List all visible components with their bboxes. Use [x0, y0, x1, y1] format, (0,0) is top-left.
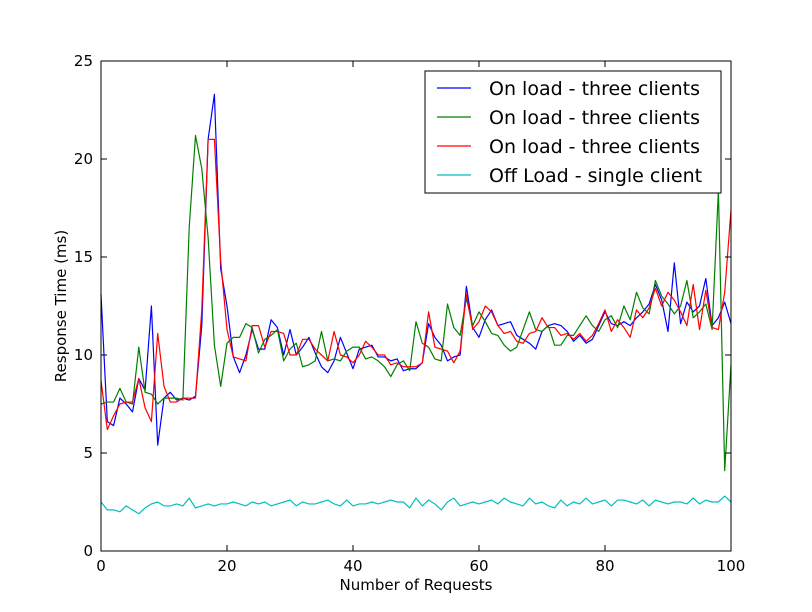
legend-label-1: On load - three clients	[489, 78, 700, 100]
y-tick-label: 0	[83, 542, 93, 560]
legend-box	[424, 70, 722, 194]
y-axis-label: Response Time (ms)	[52, 230, 70, 382]
x-tick-label: 100	[717, 557, 746, 575]
x-tick-label: 60	[469, 557, 488, 575]
series-line-4	[100, 495, 732, 515]
y-tick-label: 15	[74, 248, 93, 266]
series-layer	[100, 93, 732, 515]
plot-frame	[100, 60, 732, 552]
x-tick-label: 80	[595, 557, 614, 575]
legend-label-4: Off Load - single client	[489, 165, 702, 187]
tick-layer: 0 20 40 60 80 100 0 5 10 15 20 25	[74, 52, 745, 575]
x-tick-label: 40	[343, 557, 362, 575]
y-tick-label: 20	[74, 150, 93, 168]
y-tick-label: 5	[83, 444, 93, 462]
x-tick-label: 20	[217, 557, 236, 575]
x-axis-label: Number of Requests	[340, 576, 493, 594]
legend: On load - three clients On load - three c…	[424, 70, 722, 194]
y-tick-label: 10	[74, 346, 93, 364]
legend-label-2: On load - three clients	[489, 107, 700, 129]
series-line-3	[100, 138, 732, 431]
y-tick-label: 25	[74, 52, 93, 70]
x-tick-label: 0	[96, 557, 106, 575]
legend-label-3: On load - three clients	[489, 136, 700, 158]
series-line-2	[100, 134, 732, 472]
